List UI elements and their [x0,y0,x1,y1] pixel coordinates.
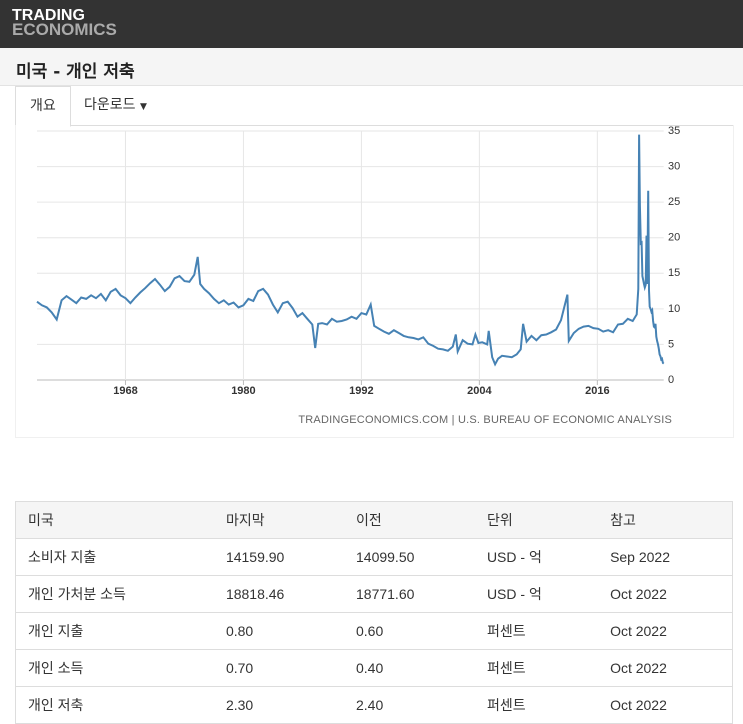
table-cell: 참고 [598,501,733,539]
logo-top[interactable]: TRADING [12,7,85,24]
table-cell: 2.30 [213,686,344,724]
table-cell: 14159.90 [213,538,344,576]
table-cell: 0.70 [213,649,344,687]
table-cell: Sep 2022 [598,538,733,576]
table-cell: 마지막 [213,501,344,539]
tab-label[interactable]: 다운로드 [84,97,136,113]
y-tick-label: 10 [668,303,680,315]
chart-box [15,125,734,438]
table-cell: 개인 지출 [15,612,214,650]
y-tick-label: 5 [668,338,674,350]
table-row: 소비자 지출 14159.90 14099.50 USD - 억 Sep 2022 [15,538,733,576]
table-row: 개인 저축 2.30 2.40 퍼센트 Oct 2022 [15,686,733,724]
table-cell: Oct 2022 [598,686,733,724]
table-cell: 개인 가처분 소득 [15,575,214,613]
table-cell: USD - 억 [474,538,599,576]
line [36,134,665,367]
y-tick-label: 30 [668,160,680,172]
table-cell: Oct 2022 [598,612,733,650]
table-cell: 이전 [344,501,475,539]
table-cell: 단위 [474,501,599,539]
table-cell: 0.40 [344,649,475,687]
table-cell: 퍼센트 [474,612,599,650]
table-cell: 18771.60 [344,575,475,613]
caret: ▼ [139,102,147,112]
tab[interactable]: 다운로드 ▼ [70,86,161,125]
x-tick-label: 2016 [585,385,609,397]
tab-line [15,125,733,126]
title-bar: 미국 - 개인 저축 [0,48,743,86]
y-tick-label: 20 [668,232,680,244]
y-tick-label: 25 [668,196,680,208]
source: TRADINGECONOMICS.COM | U.S. BUREAU OF EC… [298,414,672,426]
table-row: 개인 가처분 소득 18818.46 18771.60 USD - 억 Oct 2022 [15,575,733,613]
chart: 0 5 10 15 20 25 30 35 1968 1980 1992 2004 2016 TRADIN… [36,125,680,426]
y-tick-label: 35 [668,125,680,137]
table: 미국 마지막 이전 단위 참고 소비자 지출 14159.90 14099.50 USD - 억… [15,501,733,724]
y-tick-label: 15 [668,267,680,279]
table-cell: Oct 2022 [598,575,733,613]
y-tick-label: 0 [668,374,674,386]
table-row: 개인 소득 0.70 0.40 퍼센트 Oct 2022 [15,649,733,687]
table-cell: 퍼센트 [474,686,599,724]
top-bar: TRADING ECONOMICS [0,0,743,48]
table-cell: 개인 소득 [15,649,214,687]
table-cell: 개인 저축 [15,686,214,724]
table-cell: 14099.50 [344,538,475,576]
logo-bottom[interactable]: ECONOMICS [12,20,117,39]
table-cell: 0.60 [344,612,475,650]
table-cell: 미국 [15,501,214,539]
tab[interactable]: 개요 [15,86,71,127]
table-cell: Oct 2022 [598,649,733,687]
x-tick-label: 1992 [349,385,373,397]
table-row: 개인 지출 0.80 0.60 퍼센트 Oct 2022 [15,612,733,650]
table-cell: 소비자 지출 [15,538,214,576]
x-tick-label: 1968 [113,385,137,397]
page-title: 미국 - 개인 저축 [16,62,135,82]
table-cell: 2.40 [344,686,475,724]
table-cell: 0.80 [213,612,344,650]
table-row: 미국 마지막 이전 단위 참고 [15,501,733,539]
x-tick-label: 1980 [231,385,255,397]
x-tick-label: 2004 [467,385,492,397]
table-cell: 18818.46 [213,575,344,613]
table-cell: 퍼센트 [474,649,599,687]
table-cell: USD - 억 [474,575,599,613]
